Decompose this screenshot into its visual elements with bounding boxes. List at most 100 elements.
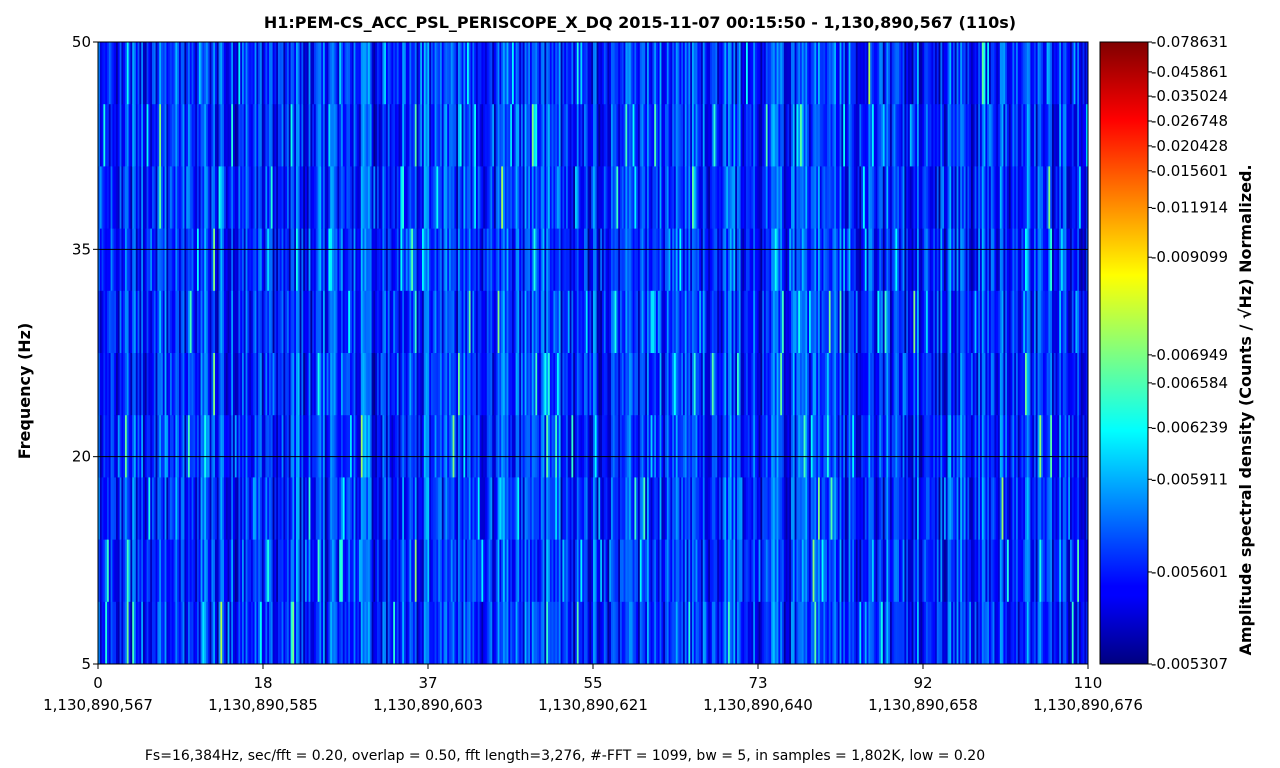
heatmap-cell [927, 601, 930, 664]
heatmap-cell [341, 166, 344, 229]
heatmap-cell [773, 166, 776, 229]
heatmap-cell [868, 477, 871, 540]
heatmap-cell [729, 539, 732, 603]
heatmap-cell [470, 104, 473, 167]
heatmap-cell [602, 104, 605, 167]
heatmap-cell [449, 539, 452, 603]
heatmap-cell [713, 539, 716, 603]
heatmap-cell [395, 42, 398, 105]
heatmap-cell [675, 415, 678, 478]
heatmap-cell [890, 166, 893, 229]
heatmap-cell [582, 228, 585, 292]
heatmap-cell [249, 228, 252, 292]
heatmap-cell [656, 415, 659, 478]
heatmap-cell [585, 290, 588, 354]
heatmap-cell [683, 477, 686, 540]
heatmap-cell [486, 353, 489, 416]
heatmap-cell [769, 166, 772, 229]
heatmap-cell [125, 104, 128, 167]
heatmap-cell [476, 290, 479, 354]
heatmap-cell [150, 42, 153, 105]
heatmap-cell [189, 415, 192, 478]
heatmap-cell [674, 290, 677, 354]
heatmap-cell [526, 539, 529, 603]
heatmap-cell [827, 415, 830, 478]
heatmap-cell [825, 290, 828, 354]
heatmap-cell [495, 104, 498, 167]
heatmap-cell [371, 477, 374, 540]
heatmap-cell [112, 353, 115, 416]
heatmap-cell [960, 104, 963, 167]
heatmap-cell [272, 477, 275, 540]
heatmap-cell [429, 415, 432, 478]
heatmap-cell [441, 290, 444, 354]
heatmap-cell [879, 539, 882, 603]
heatmap-cell [182, 601, 185, 664]
heatmap-cell [161, 290, 164, 354]
heatmap-cell [173, 42, 176, 105]
heatmap-cell [985, 166, 988, 229]
heatmap-cell [922, 228, 925, 292]
heatmap-cell [868, 415, 871, 478]
heatmap-cell [598, 228, 601, 292]
heatmap-cell [645, 290, 648, 354]
heatmap-cell [458, 166, 461, 229]
heatmap-cell [812, 104, 815, 167]
heatmap-cell [348, 353, 351, 416]
heatmap-cell [632, 290, 635, 354]
heatmap-cell [504, 166, 507, 229]
heatmap-cell [166, 104, 169, 167]
heatmap-cell [296, 353, 299, 416]
heatmap-cell [895, 415, 898, 478]
heatmap-cell [803, 539, 806, 603]
heatmap-cell [132, 353, 135, 416]
heatmap-cell [153, 415, 156, 478]
heatmap-cell [499, 353, 502, 416]
heatmap-cell [193, 415, 196, 478]
heatmap-cell [868, 228, 871, 292]
heatmap-cell [823, 415, 826, 478]
heatmap-cell [233, 42, 236, 105]
heatmap-cell [913, 228, 916, 292]
heatmap-cell [445, 228, 448, 292]
heatmap-cell [188, 353, 191, 416]
heatmap-cell [834, 228, 837, 292]
heatmap-cell [747, 228, 750, 292]
heatmap-cell [600, 539, 603, 603]
heatmap-cell [153, 353, 156, 416]
heatmap-cell [945, 166, 948, 229]
heatmap-cell [931, 166, 934, 229]
heatmap-cell [845, 104, 848, 167]
heatmap-cell [560, 228, 563, 292]
heatmap-cell [596, 539, 599, 603]
heatmap-cell [767, 228, 770, 292]
heatmap-cell [796, 166, 799, 229]
heatmap-cell [634, 353, 637, 416]
heatmap-cell [485, 477, 488, 540]
heatmap-cell [387, 166, 390, 229]
heatmap-cell [413, 601, 416, 664]
heatmap-cell [983, 166, 986, 229]
heatmap-cell [967, 166, 970, 229]
heatmap-cell [825, 42, 828, 105]
heatmap-cell [351, 290, 354, 354]
heatmap-cell [461, 228, 464, 292]
heatmap-cell [288, 290, 291, 354]
heatmap-cell [564, 601, 567, 664]
heatmap-cell [864, 539, 867, 603]
heatmap-cell [895, 104, 898, 167]
heatmap-cell [773, 415, 776, 478]
heatmap-cell [821, 228, 824, 292]
heatmap-cell [231, 601, 234, 664]
heatmap-cell [292, 104, 295, 167]
heatmap-cell [575, 228, 578, 292]
heatmap-cell [989, 290, 992, 354]
heatmap-cell [344, 353, 347, 416]
heatmap-cell [760, 477, 763, 540]
heatmap-cell [908, 415, 911, 478]
heatmap-cell [423, 228, 426, 292]
heatmap-cell [848, 477, 851, 540]
heatmap-cell [756, 104, 759, 167]
heatmap-cell [168, 477, 171, 540]
heatmap-cell [827, 42, 830, 105]
